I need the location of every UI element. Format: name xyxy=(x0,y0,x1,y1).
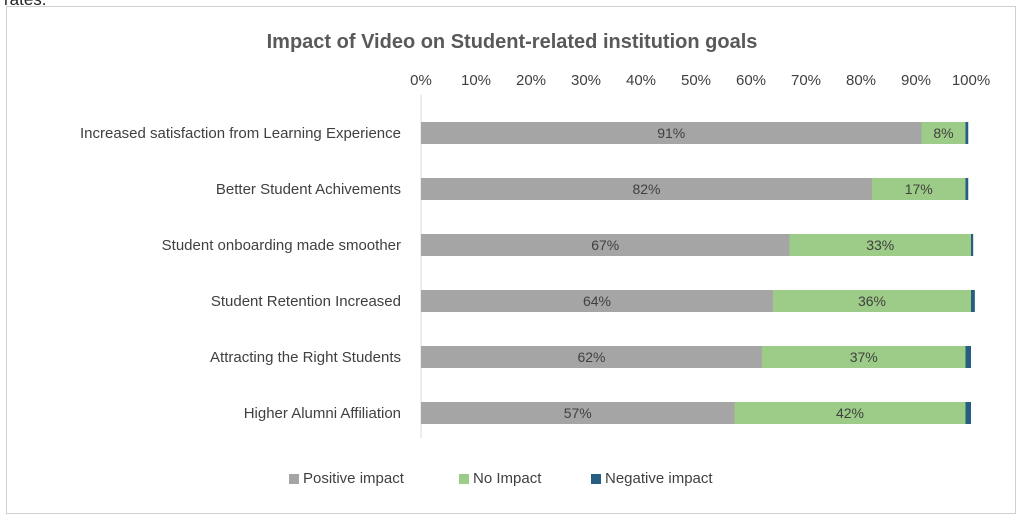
data-label: 67% xyxy=(591,237,619,253)
data-label: 82% xyxy=(632,181,660,197)
bar-segment xyxy=(421,234,790,256)
x-tick-label: 40% xyxy=(626,72,656,89)
category-label: Higher Alumni Affiliation xyxy=(244,405,401,422)
legend-swatch xyxy=(591,474,601,484)
x-tick-label: 70% xyxy=(791,72,821,89)
x-tick-label: 50% xyxy=(681,72,711,89)
data-label: 8% xyxy=(933,125,953,141)
x-tick-label: 100% xyxy=(952,72,990,89)
x-axis: 0% 10% 20% 30% 40% 50% 60% 70% 80% 90% 100% xyxy=(410,72,990,438)
bar-segment xyxy=(965,122,969,144)
bar-segment xyxy=(773,290,971,312)
bar-segment xyxy=(965,178,969,200)
x-tick-label: 10% xyxy=(461,72,491,89)
category-label: Better Student Achivements xyxy=(216,181,401,198)
data-label: 64% xyxy=(583,293,611,309)
data-label: 36% xyxy=(858,293,886,309)
bars: 91% 8% 82% 17% 67% 33% 64% 36% 62% 37% 57% 42% xyxy=(421,122,975,424)
data-label: 42% xyxy=(836,405,864,421)
chart-frame xyxy=(6,6,1016,514)
bar-segment xyxy=(421,122,922,144)
chart-title: Impact of Video on Student-related insti… xyxy=(267,31,758,53)
category-labels: Increased satisfaction from Learning Exp… xyxy=(80,125,401,422)
data-label: 62% xyxy=(577,349,605,365)
bar-segment xyxy=(872,178,966,200)
category-label: Attracting the Right Students xyxy=(210,349,401,366)
category-label: Student Retention Increased xyxy=(211,293,401,310)
x-tick-label: 30% xyxy=(571,72,601,89)
x-tick-label: 80% xyxy=(846,72,876,89)
bar-segment xyxy=(971,290,975,312)
page-text-fragment: rates. xyxy=(4,0,47,10)
bar-segment xyxy=(965,402,971,424)
bar-segment xyxy=(421,346,762,368)
bar-segment xyxy=(971,234,974,256)
bar-segment xyxy=(421,290,773,312)
legend-swatch xyxy=(459,474,469,484)
x-tick-label: 20% xyxy=(516,72,546,89)
bar-segment xyxy=(762,346,966,368)
bar-segment xyxy=(734,402,966,424)
data-label: 57% xyxy=(564,405,592,421)
bar-segment xyxy=(921,122,966,144)
bar-segment xyxy=(965,346,971,368)
bar-segment xyxy=(421,178,872,200)
x-tick-label: 0% xyxy=(410,72,432,89)
data-label: 33% xyxy=(866,237,894,253)
legend-label: Negative impact xyxy=(605,470,713,487)
x-tick-label: 60% xyxy=(736,72,766,89)
data-label: 17% xyxy=(905,181,933,197)
data-label: 91% xyxy=(657,125,685,141)
category-label: Increased satisfaction from Learning Exp… xyxy=(80,125,401,142)
data-label: 37% xyxy=(850,349,878,365)
x-tick-label: 90% xyxy=(901,72,931,89)
legend-label: No Impact xyxy=(473,470,542,487)
legend: Positive impact No Impact Negative impact xyxy=(289,470,713,487)
bar-segment xyxy=(421,402,735,424)
bar-segment xyxy=(789,234,971,256)
category-label: Student onboarding made smoother xyxy=(162,237,401,254)
legend-swatch xyxy=(289,474,299,484)
legend-label: Positive impact xyxy=(303,470,405,487)
